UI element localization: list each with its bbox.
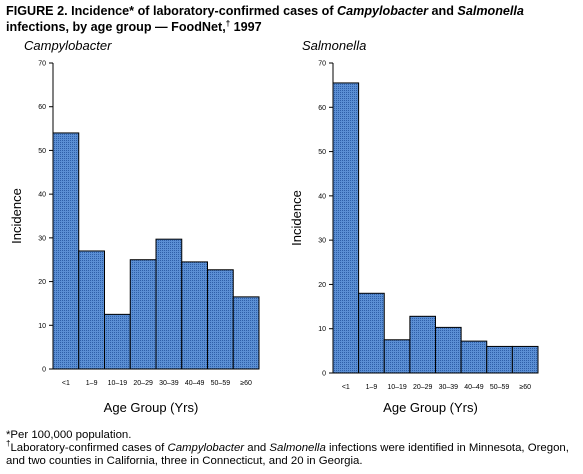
campylobacter-bar-1 <box>78 250 105 370</box>
title-part: Campylobacter <box>337 4 429 18</box>
salmonella-bar-3 <box>409 315 436 374</box>
campylobacter-x-tick-label: 50–59 <box>211 380 231 387</box>
campylobacter-x-tick-label: ≥60 <box>240 380 252 387</box>
salmonella-bar-5 <box>460 340 488 374</box>
salmonella-x-tick-label: 50–59 <box>490 384 510 391</box>
title-part: and <box>428 4 458 18</box>
campylobacter-x-tick-label: 30–39 <box>159 380 179 387</box>
footnote-part: Campylobacter <box>167 442 245 454</box>
salmonella-x-tick-label: 1–9 <box>366 384 378 391</box>
salmonella-bar-1 <box>358 292 385 374</box>
salmonella-y-tick-label: 20 <box>318 282 326 289</box>
title-part: 1997 <box>230 20 262 34</box>
footnote-part: infections were identified in Minnesota,… <box>6 442 569 467</box>
salmonella-y-axis-label: Incidence <box>289 190 304 246</box>
campylobacter-x-tick-label: <1 <box>62 380 70 387</box>
footnote-part: † <box>6 439 11 449</box>
campylobacter-bar-3 <box>129 259 157 370</box>
salmonella-y-tick-label: 0 <box>322 371 326 378</box>
campylobacter-y-tick-label: 50 <box>38 148 46 155</box>
campylobacter-bar-6 <box>207 269 234 370</box>
footnote-per-population: *Per 100,000 population. <box>6 429 132 441</box>
campylobacter-y-tick-label: 40 <box>38 192 46 199</box>
salmonella-y-tick-label: 40 <box>318 193 326 200</box>
campylobacter-y-tick-label: 0 <box>42 367 46 374</box>
campylobacter-x-tick-label: 10–19 <box>108 380 128 387</box>
campylobacter-x-tick-label: 20–29 <box>133 380 153 387</box>
campylobacter-x-tick-label: 40–49 <box>185 380 205 387</box>
footnotes: *Per 100,000 population. †Laboratory-con… <box>6 429 581 468</box>
salmonella-x-tick-label: <1 <box>342 384 350 391</box>
salmonella-bar-4 <box>435 326 462 374</box>
campylobacter-y-axis-label: Incidence <box>9 188 24 244</box>
campylobacter-bar-7 <box>232 296 260 370</box>
salmonella-x-tick-label: 20–29 <box>413 384 433 391</box>
salmonella-bar-0 <box>332 82 360 374</box>
footnote-part: Laboratory-confirmed cases of <box>10 442 168 454</box>
salmonella-y-tick-label: 60 <box>318 105 326 112</box>
salmonella-y-tick-label: 70 <box>318 61 326 68</box>
footnote-part: Salmonella <box>269 442 326 454</box>
salmonella-bar-7 <box>511 345 539 374</box>
salmonella-x-axis-label: Age Group (Yrs) <box>383 400 478 415</box>
salmonella-x-tick-label: 10–19 <box>387 384 407 391</box>
title-part: infections, by age group — FoodNet, <box>6 20 226 34</box>
panel-label-campylobacter: Campylobacter <box>24 38 112 53</box>
footnote-states: †Laboratory-confirmed cases of Campyloba… <box>6 439 581 468</box>
salmonella-x-tick-label: 30–39 <box>439 384 459 391</box>
campylobacter-bar-4 <box>155 238 183 370</box>
campylobacter-x-tick-label: 1–9 <box>86 380 98 387</box>
campylobacter-bar-5 <box>181 261 208 370</box>
salmonella-x-tick-label: 40–49 <box>464 384 484 391</box>
salmonella-y-tick-label: 10 <box>318 326 326 333</box>
footnote-part: and <box>244 442 270 454</box>
figure-title: FIGURE 2. Incidence* of laboratory-confi… <box>6 3 578 35</box>
campylobacter-y-tick-label: 20 <box>38 279 46 286</box>
salmonella-y-tick-label: 50 <box>318 149 326 156</box>
campylobacter-bar-2 <box>104 313 131 370</box>
salmonella-x-tick-label: ≥60 <box>519 384 531 391</box>
salmonella-bar-2 <box>383 339 411 374</box>
salmonella-bar-6 <box>486 345 513 374</box>
campylobacter-y-tick-label: 30 <box>38 235 46 242</box>
title-part: Salmonella <box>457 4 524 18</box>
campylobacter-y-tick-label: 60 <box>38 104 46 111</box>
campylobacter-y-tick-label: 10 <box>38 323 46 330</box>
campylobacter-bar-0 <box>52 132 80 370</box>
salmonella-y-tick-label: 30 <box>318 238 326 245</box>
campylobacter-y-tick-label: 70 <box>38 61 46 68</box>
campylobacter-x-axis-label: Age Group (Yrs) <box>104 400 199 415</box>
title-part: † <box>225 18 231 28</box>
panel-label-salmonella: Salmonella <box>302 38 367 53</box>
title-part: FIGURE 2. Incidence* of laboratory-confi… <box>6 4 338 18</box>
